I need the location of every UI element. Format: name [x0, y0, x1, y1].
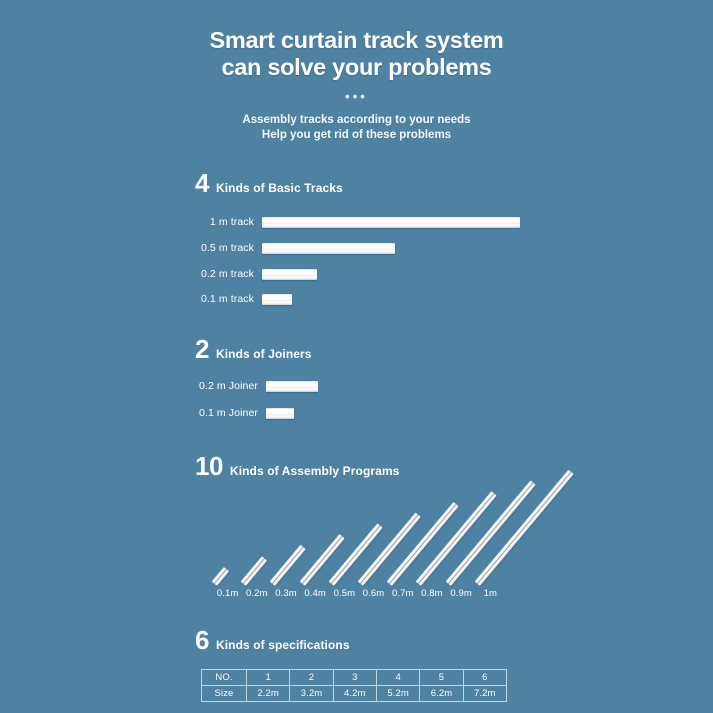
- bar-row-track-0-2m: 0.2 m track: [190, 267, 317, 281]
- table-cell: 6.2m: [419, 685, 464, 702]
- bar-row-track-1m: 1 m track: [190, 215, 520, 229]
- table-cell: 3: [332, 669, 377, 686]
- bar-label-track-0-1m: 0.1 m track: [200, 293, 254, 305]
- assembly-axis-label-0-2m: 0.2m: [246, 588, 268, 599]
- assembly-axis-label-0-4m: 0.4m: [304, 588, 326, 599]
- bar-row-joiner-0-2m: 0.2 m Joiner: [190, 379, 318, 393]
- bar-fill-joiner-0-1m: [266, 407, 294, 419]
- assembly-rod-axis-labels: 0.1m 0.2m 0.3m 0.4m 0.5m 0.6m 0.7m 0.8m 0.9m 1m: [205, 588, 505, 599]
- table-cell: 4: [375, 669, 421, 686]
- assembly-axis-label-0-3m: 0.3m: [275, 588, 297, 599]
- assembly-axis-label-0-6m: 0.6m: [362, 588, 385, 599]
- table-cell: 6: [462, 669, 508, 686]
- bar-fill-track-0-5m: [262, 242, 395, 254]
- bar-row-track-0-1m: 0.1 m track: [190, 292, 292, 306]
- table-row-header: Size: [201, 685, 247, 702]
- bar-label-joiner-0-1m: 0.1 m Joiner: [199, 407, 258, 419]
- section-heading-joiners: 2 Kinds of Joiners: [195, 334, 312, 364]
- assembly-rod-0-5m: [328, 523, 383, 586]
- assembly-rod-0-2m: [240, 556, 268, 586]
- assembly-rod-0-6m: [357, 512, 421, 586]
- bar-fill-joiner-0-2m: [266, 380, 318, 392]
- assembly-axis-label-1m: 1m: [483, 588, 497, 599]
- bar-label-track-0-2m: 0.2 m track: [200, 268, 254, 280]
- section-number-basic-tracks: 4: [195, 168, 209, 198]
- table-row-header: NO.: [201, 669, 247, 686]
- section-number-assembly-programs: 10: [195, 451, 223, 481]
- bar-row-joiner-0-1m: 0.1 m Joiner: [190, 406, 294, 420]
- section-heading-assembly-programs: 10 Kinds of Assembly Programs: [195, 451, 400, 481]
- bar-label-track-1m: 1 m track: [209, 216, 254, 228]
- table-cell: 5.2m: [375, 685, 421, 702]
- table-cell: 7.2m: [462, 685, 508, 702]
- section-heading-specifications: 6 Kinds of specifications: [195, 625, 350, 655]
- table-cell: 2: [289, 669, 334, 686]
- page-title-line-2: can solve your problems: [221, 54, 492, 80]
- table-cell: 3.2m: [289, 685, 334, 702]
- section-number-specifications: 6: [195, 625, 209, 655]
- assembly-axis-label-0-1m: 0.1m: [216, 588, 239, 599]
- bar-fill-track-0-1m: [262, 293, 292, 305]
- section-label-specifications: Kinds of specifications: [215, 638, 350, 652]
- section-label-joiners: Kinds of Joiners: [215, 347, 312, 361]
- assembly-axis-label-0-7m: 0.7m: [391, 588, 414, 599]
- assembly-axis-label-0-5m: 0.5m: [333, 588, 356, 599]
- specifications-table: NO. 1 2 3 4 5 6 Size 2.2m 3.2m 4.2m 5.2m 6.2m 7.2m: [201, 669, 508, 702]
- section-label-basic-tracks: Kinds of Basic Tracks: [215, 181, 343, 195]
- subtitle-line-2: Help you get rid of these problems: [261, 129, 452, 141]
- table-cell: 4.2m: [332, 685, 377, 702]
- section-heading-basic-tracks: 4 Kinds of Basic Tracks: [195, 168, 343, 198]
- assembly-rod-0-1m: [211, 566, 230, 586]
- assembly-axis-label-0-8m: 0.8m: [421, 588, 443, 599]
- table-row: NO. 1 2 3 4 5 6: [201, 669, 508, 686]
- bar-fill-track-0-2m: [262, 268, 317, 280]
- bar-label-track-0-5m: 0.5 m track: [200, 242, 254, 254]
- assembly-axis-label-0-9m: 0.9m: [450, 588, 472, 599]
- separator-dots: •••: [345, 89, 368, 104]
- page-title-line-1: Smart curtain track system: [209, 27, 504, 53]
- table-row: Size 2.2m 3.2m 4.2m 5.2m 6.2m 7.2m: [201, 685, 508, 702]
- table-cell: 1: [245, 669, 291, 686]
- bar-row-track-0-5m: 0.5 m track: [190, 241, 395, 255]
- section-label-assembly-programs: Kinds of Assembly Programs: [229, 464, 400, 478]
- subtitle-line-1: Assembly tracks according to your needs: [242, 114, 471, 126]
- assembly-rod-diagram: [205, 469, 574, 586]
- section-number-joiners: 2: [195, 334, 209, 364]
- page-header: Smart curtain track system can solve you…: [0, 0, 713, 143]
- table-cell: 5: [419, 669, 464, 686]
- table-cell: 2.2m: [245, 685, 291, 702]
- bar-label-joiner-0-2m: 0.2 m Joiner: [199, 380, 258, 392]
- bar-fill-track-1m: [262, 216, 520, 228]
